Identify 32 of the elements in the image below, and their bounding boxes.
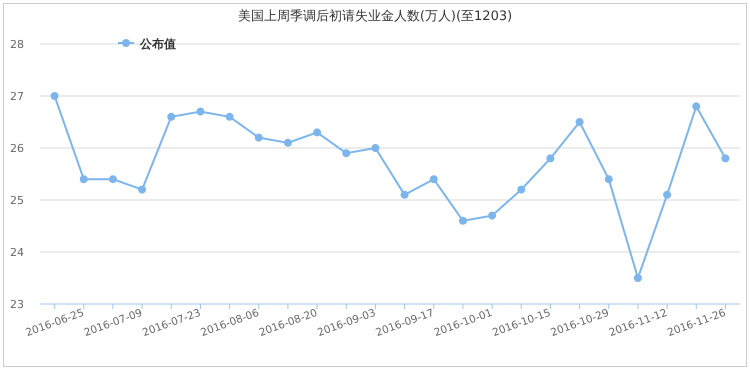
point	[458, 216, 467, 225]
point	[721, 154, 730, 162]
point	[576, 118, 584, 126]
point	[226, 112, 234, 121]
point	[284, 138, 292, 147]
y-tick-label: 27	[10, 90, 24, 103]
point	[692, 102, 700, 110]
point	[400, 190, 409, 199]
point	[371, 144, 380, 152]
y-tick-label: 26	[10, 142, 24, 155]
point	[604, 175, 613, 184]
point	[50, 92, 59, 100]
point	[167, 112, 176, 121]
y-tick-label: 23	[10, 298, 24, 311]
point	[634, 274, 642, 282]
y-tick-label: 28	[10, 38, 24, 51]
y-tick-label: 24	[10, 246, 24, 259]
title: 美国上周季调后初请失业金人数(万人)(至1203)	[238, 9, 512, 24]
point	[313, 128, 322, 136]
point	[138, 186, 146, 194]
point	[342, 149, 350, 158]
point	[430, 175, 438, 184]
point	[546, 154, 554, 162]
point	[254, 134, 263, 142]
point	[196, 108, 204, 116]
legend-label: 公布值	[139, 37, 176, 51]
point	[80, 175, 88, 184]
point	[108, 175, 117, 184]
point	[663, 190, 672, 199]
point	[517, 186, 526, 194]
point	[488, 212, 496, 220]
y-tick-label: 25	[10, 194, 24, 207]
